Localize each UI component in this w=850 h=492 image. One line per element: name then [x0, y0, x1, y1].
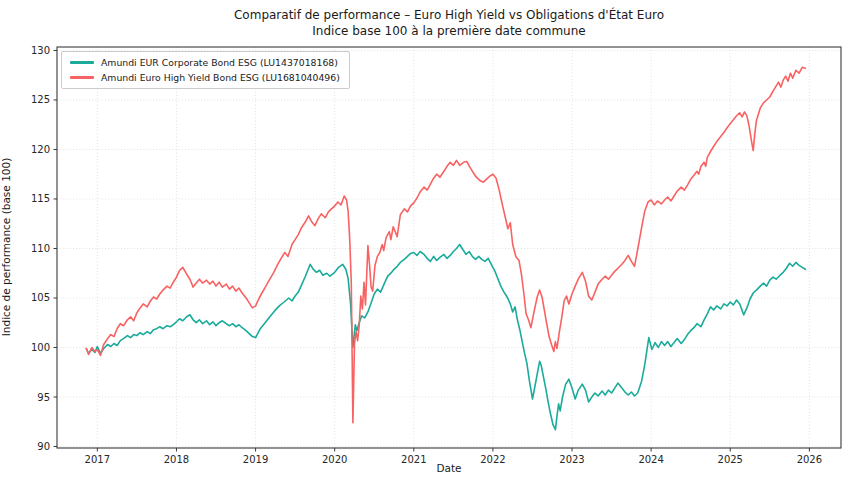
y-tick-label: 125 — [31, 94, 50, 105]
y-tick-label: 105 — [31, 292, 50, 303]
y-tick-label: 130 — [31, 45, 50, 56]
y-tick-label: 95 — [37, 392, 50, 403]
x-axis-label: Date — [24, 462, 850, 474]
y-tick-label: 90 — [37, 441, 50, 452]
chart-title: Comparatif de performance – Euro High Yi… — [24, 7, 850, 23]
y-tick-label: 110 — [31, 243, 50, 254]
y-axis-label: Indice de performance (base 100) — [0, 158, 12, 337]
legend-line-swatch-corporate-bond — [70, 61, 94, 64]
y-tick-label: 115 — [31, 193, 50, 204]
series-line-0 — [86, 245, 805, 430]
legend-label-corporate-bond: Amundi EUR Corporate Bond ESG (LU1437018… — [101, 57, 338, 68]
legend-item-high-yield-bond: Amundi Euro High Yield Bond ESG (LU16810… — [70, 72, 340, 83]
legend-item-corporate-bond: Amundi EUR Corporate Bond ESG (LU1437018… — [70, 57, 340, 68]
title-block: Comparatif de performance – Euro High Yi… — [24, 7, 850, 39]
legend-label-high-yield-bond: Amundi Euro High Yield Bond ESG (LU16810… — [101, 72, 340, 83]
performance-chart-figure: 2017201820192020202120222023202420252026… — [0, 0, 850, 492]
y-tick-label: 120 — [31, 144, 50, 155]
y-tick-label: 100 — [31, 342, 50, 353]
series-line-1 — [86, 67, 805, 423]
legend-line-swatch-high-yield-bond — [70, 76, 94, 79]
legend: Amundi EUR Corporate Bond ESG (LU1437018… — [61, 51, 350, 89]
chart-subtitle: Indice base 100 à la première date commu… — [24, 23, 850, 39]
axes-frame — [57, 47, 841, 448]
